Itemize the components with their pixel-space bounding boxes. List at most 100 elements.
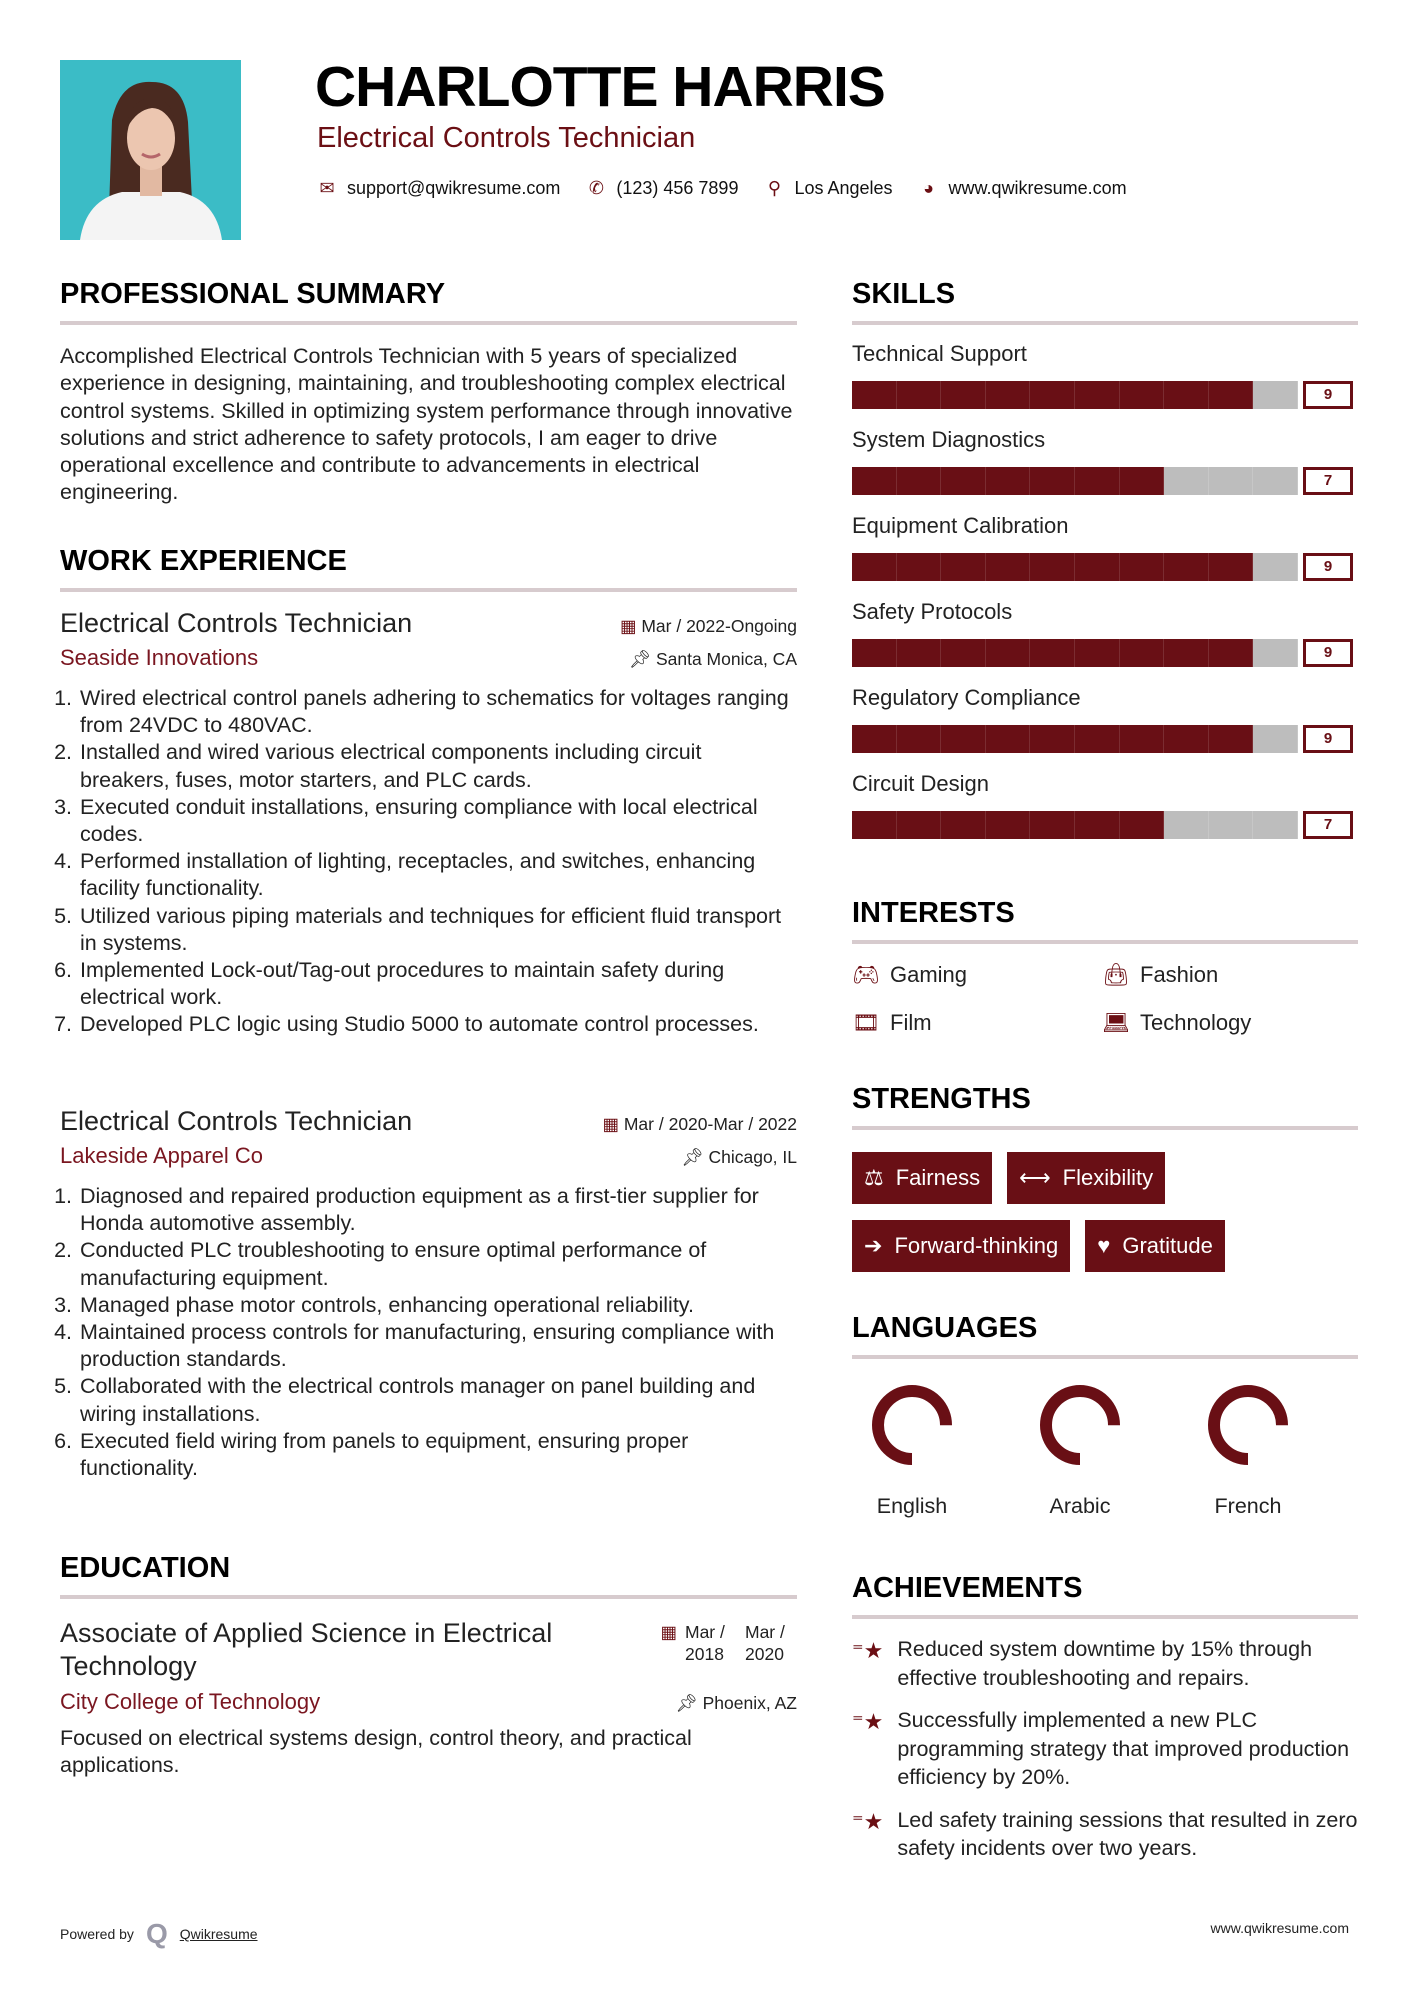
arrows-horizontal-icon: ⟷ [1019, 1165, 1051, 1190]
job-location: Chicago, IL [708, 1147, 797, 1167]
skill-segment [896, 725, 942, 753]
strength-label: Gratitude [1122, 1233, 1213, 1258]
language-label: Arabic [1049, 1494, 1111, 1518]
skill-label: Equipment Calibration [852, 513, 1069, 538]
skill-segment [1119, 381, 1165, 409]
arrow-right-icon: ➔ [864, 1233, 883, 1258]
skill-segment [1030, 639, 1075, 667]
section-heading: WORK EXPERIENCE [60, 545, 347, 577]
strength-label: Fairness [895, 1165, 981, 1190]
skill-score: 9 [1303, 553, 1353, 581]
bullet: Executed field wiring from panels to equ… [78, 1428, 797, 1482]
interest-label: Gaming [890, 962, 968, 987]
skill-segment [1253, 381, 1298, 409]
skill-score: 9 [1303, 725, 1353, 753]
skill-segment [1164, 467, 1209, 495]
qwikresume-logo-icon: Q [145, 1918, 168, 1949]
skill-segment [896, 639, 942, 667]
job-location: Santa Monica, CA [655, 649, 797, 669]
skill-row: Regulatory Compliance 9 [852, 685, 1358, 753]
work-experience-section: WORK EXPERIENCE [60, 545, 797, 592]
job-entry: Electrical Controls Technician ▦ Mar / 2… [60, 1106, 797, 1482]
strengths-section: STRENGTHS ⚖ Fairness ⟷ Flexibility ➔ Forwar… [852, 1083, 1358, 1272]
skill-segment [941, 725, 986, 753]
skill-segment [1119, 639, 1165, 667]
edu-location: Phoenix, AZ [702, 1693, 797, 1713]
bullet: Wired electrical control panels adhering… [78, 685, 797, 739]
interest-label: Technology [1140, 1010, 1252, 1035]
bullet: Maintained process controls for manufact… [78, 1319, 797, 1373]
section-heading: SKILLS [852, 278, 956, 310]
education-section: EDUCATION Associate of Applied Science i… [60, 1552, 797, 1780]
achievement-text: Successfully implemented a new PLC progr… [897, 1708, 1350, 1789]
skill-level-bar: 7 [852, 811, 1353, 839]
language-level-ring [1208, 1385, 1288, 1465]
job-date: Mar / 2020-Mar / 2022 [623, 1114, 797, 1134]
shooting-star-icon: ⁼★ [852, 1808, 884, 1834]
section-heading: INTERESTS [852, 897, 1015, 929]
contact-website[interactable]: www.qwikresume.com [948, 178, 1127, 198]
achievements-section: ACHIEVEMENTS ⁼★ Reduced system downtime b… [852, 1572, 1358, 1863]
skill-segment [1074, 553, 1120, 581]
skill-segment [1208, 467, 1254, 495]
job-title: Electrical Controls Technician [60, 1106, 413, 1136]
language-level-arc [1040, 1385, 1120, 1465]
skill-segment [1030, 553, 1075, 581]
skill-segment [1164, 811, 1209, 839]
pin-icon: 📌︎ [675, 1693, 703, 1713]
skill-segment [1164, 553, 1209, 581]
skill-segment [1164, 725, 1209, 753]
contact-location: Los Angeles [794, 178, 893, 198]
section-divider [852, 321, 1358, 325]
calendar-icon: ▦ [619, 616, 642, 636]
pin-icon: 📌︎ [681, 1147, 709, 1167]
skill-segment [1074, 639, 1120, 667]
section-divider [852, 940, 1358, 944]
skill-segment [896, 467, 942, 495]
phone-icon: ✆ [588, 178, 604, 198]
edu-start-date: Mar / 2018 [685, 1622, 725, 1664]
skill-segment [1119, 725, 1165, 753]
skill-segment [852, 553, 897, 581]
film-icon: 🎞︎ [852, 1010, 880, 1035]
strength-label: Forward-thinking [894, 1233, 1059, 1258]
job-bullets: Diagnosed and repaired production equipm… [60, 1183, 797, 1482]
bullet: Conducted PLC troubleshooting to ensure … [78, 1237, 797, 1291]
contact-email[interactable]: support@qwikresume.com [347, 178, 561, 198]
skill-level-bar: 9 [852, 725, 1353, 753]
skill-level-bar: 9 [852, 381, 1353, 409]
languages-section: LANGUAGES English Arabic French [852, 1312, 1358, 1519]
skill-segment [852, 811, 897, 839]
section-heading: ACHIEVEMENTS [852, 1572, 1083, 1604]
job-entry: Electrical Controls Technician ▦ Mar / 2… [60, 608, 797, 1039]
interests-section: INTERESTS 🎮︎ Gaming 👜︎ Fashion 🎞︎ Film 💻︎ Te… [852, 897, 1358, 1036]
job-bullets: Wired electrical control panels adhering… [60, 685, 797, 1039]
skill-segment [1074, 381, 1120, 409]
company-name: Lakeside Apparel Co [60, 1143, 264, 1168]
skill-segment [1164, 381, 1209, 409]
laptop-icon: 💻︎ [1102, 1010, 1130, 1035]
skill-segment [941, 811, 986, 839]
section-heading: PROFESSIONAL SUMMARY [60, 278, 446, 310]
strength-badge: ⚖ Fairness [852, 1152, 993, 1204]
summary-section: PROFESSIONAL SUMMARY Accomplished Electr… [60, 278, 797, 507]
skill-segment [985, 639, 1031, 667]
skill-segment [941, 381, 986, 409]
skill-segment [852, 381, 897, 409]
skill-segment [985, 811, 1031, 839]
section-divider [852, 1355, 1358, 1359]
skill-segment [896, 811, 942, 839]
skill-segment [985, 553, 1031, 581]
profile-photo [60, 60, 241, 240]
skill-label: Circuit Design [852, 771, 989, 796]
language-item: French [1188, 1379, 1308, 1519]
shopping-bag-icon: 👜︎ [1102, 962, 1130, 987]
skill-segment [1030, 725, 1075, 753]
job-title: Electrical Controls Technician [60, 608, 413, 638]
footer-website[interactable]: www.qwikresume.com [1210, 1920, 1349, 1936]
skill-segment [1074, 725, 1120, 753]
qwikresume-link[interactable]: Qwikresume [179, 1926, 258, 1942]
calendar-icon: ▦ [660, 1622, 677, 1642]
strength-badge: ➔ Forward-thinking [852, 1220, 1071, 1272]
skill-level-bar: 7 [852, 467, 1353, 495]
